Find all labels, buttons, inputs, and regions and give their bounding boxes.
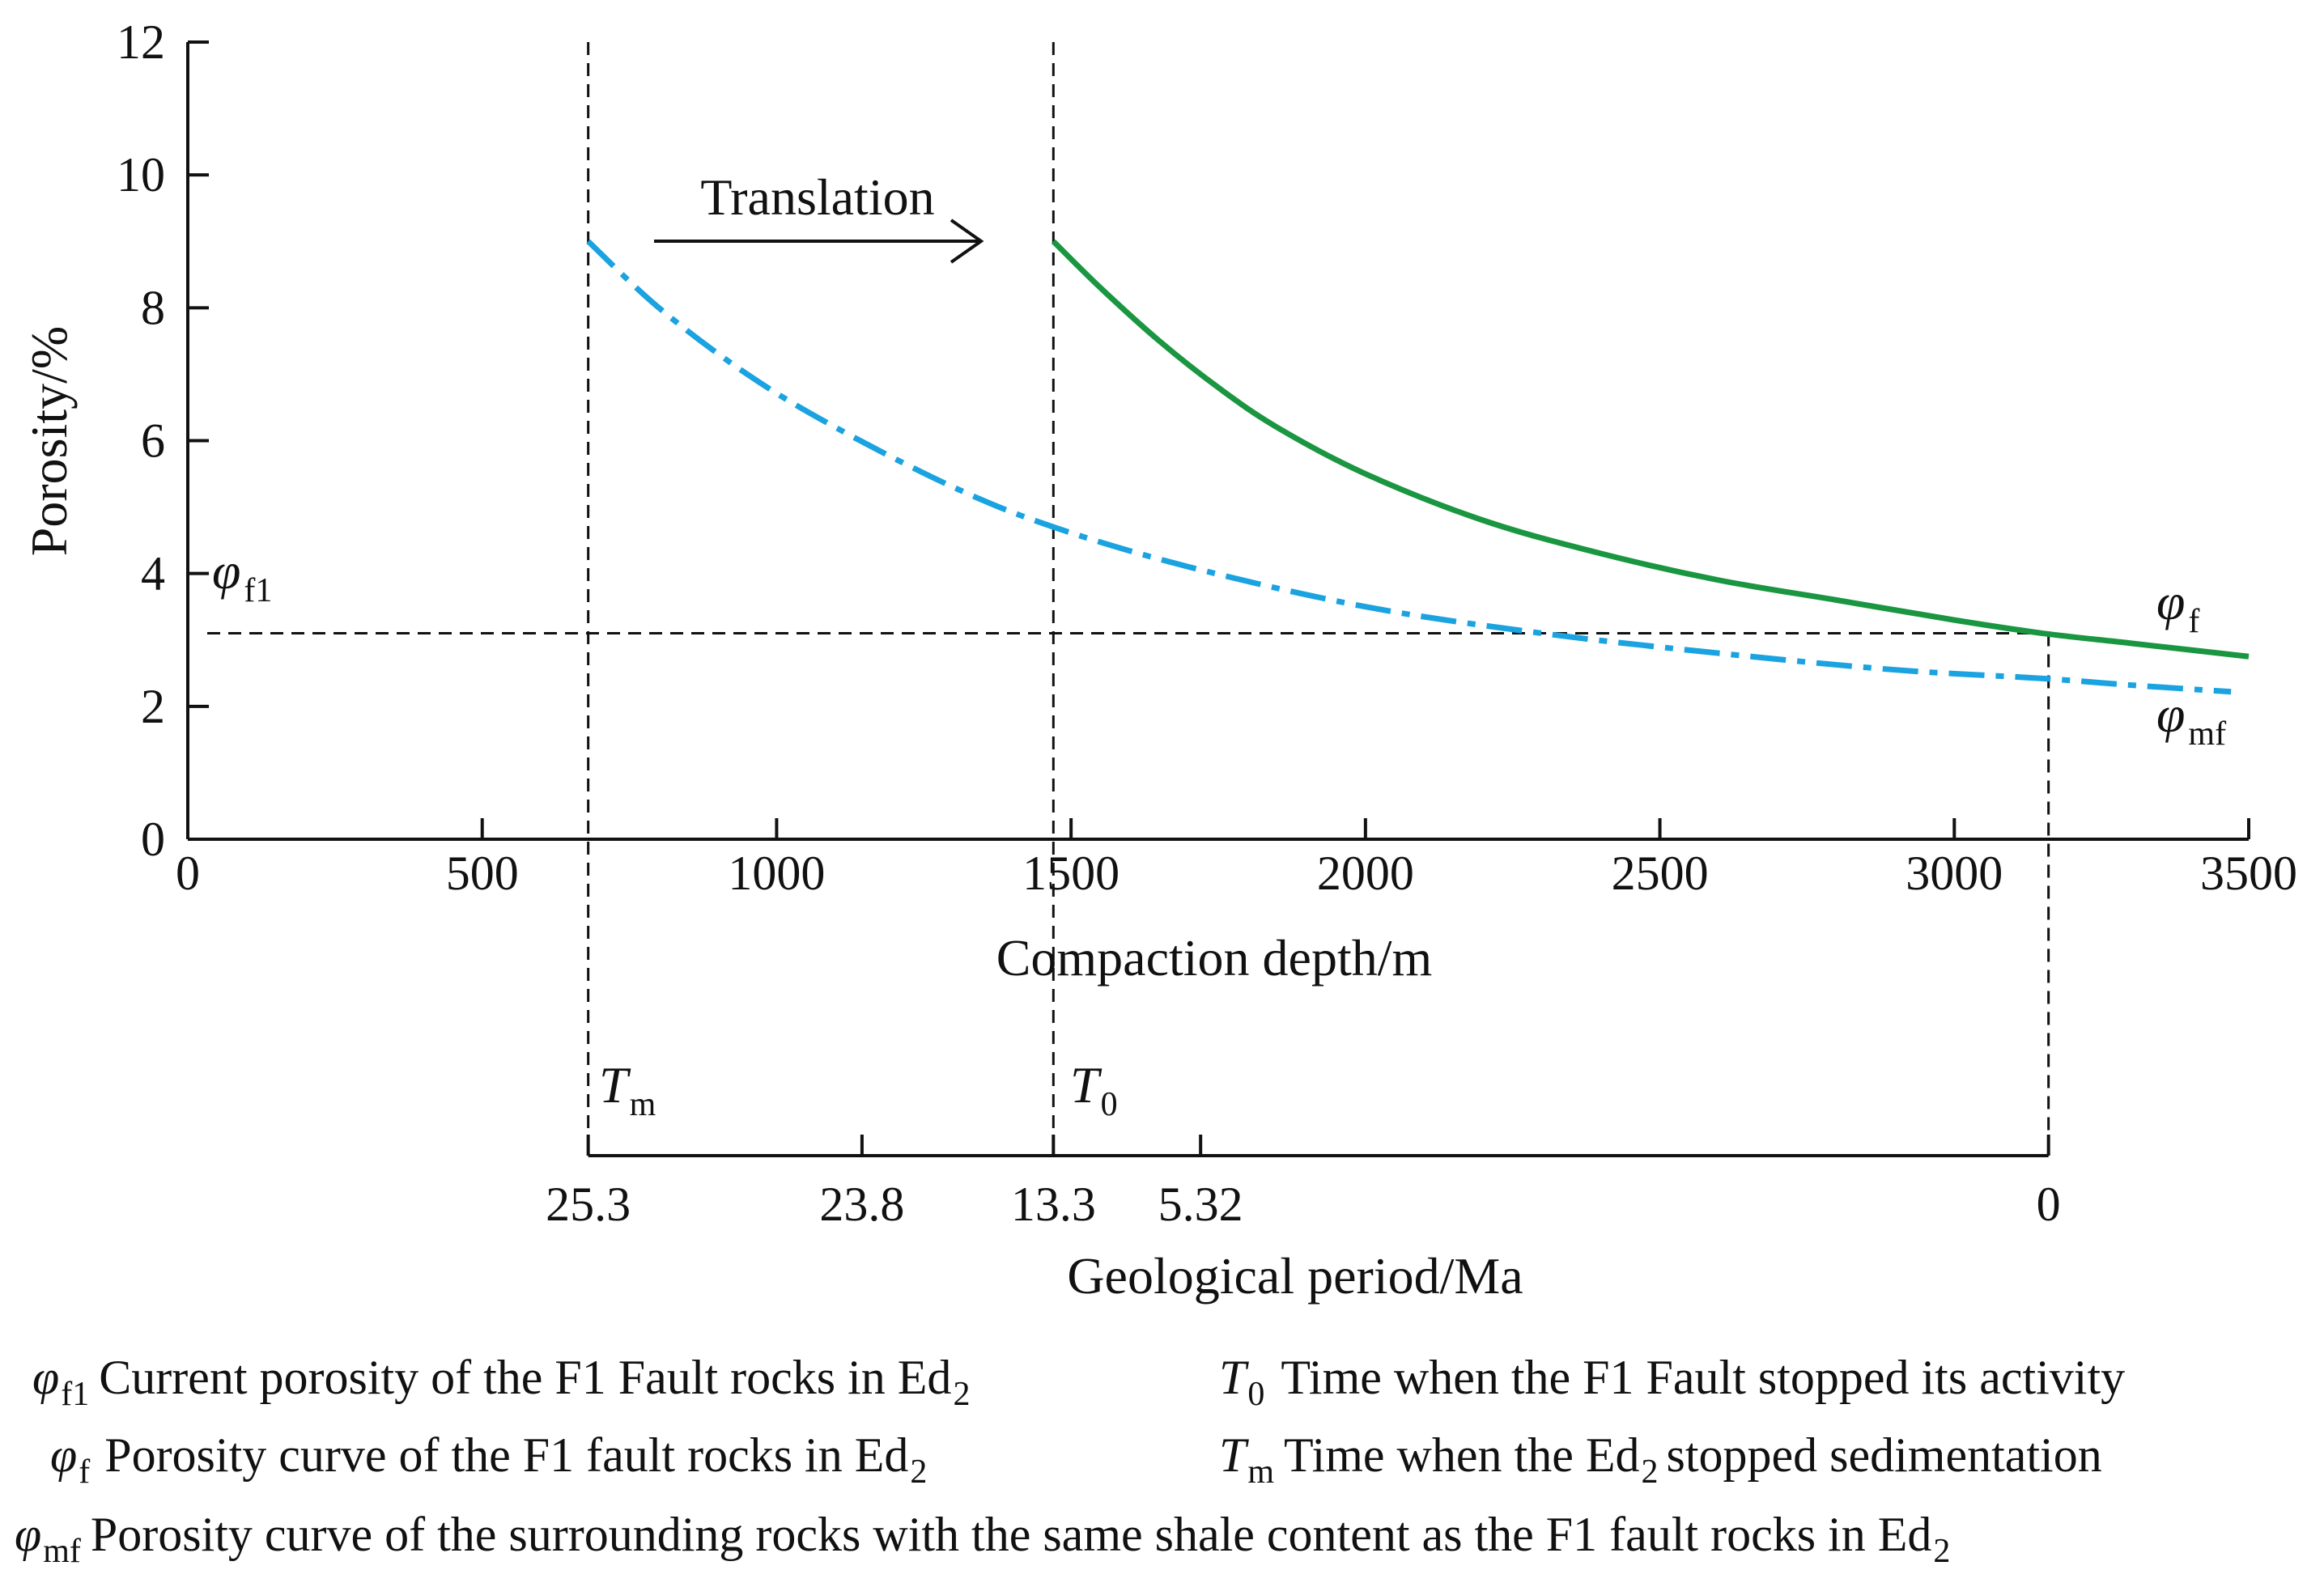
geo-tick-label: 25.3 [546, 1178, 631, 1231]
Tm-label: Tm [599, 1056, 656, 1123]
y-axis-title: Porosity/% [20, 326, 78, 556]
y-tick-label: 12 [117, 15, 165, 69]
y-ticks: 0 2 4 6 8 10 12 [117, 15, 209, 866]
geo-tick-label: 23.8 [819, 1178, 904, 1231]
reference-lines [207, 42, 2050, 1156]
phi-mf-curve [586, 239, 2232, 695]
legend-Tm: Tm Time when the Ed2 stopped sedimentation [1219, 1428, 2102, 1491]
y-tick-label: 8 [141, 281, 165, 334]
y-tick-label: 10 [117, 148, 165, 202]
x-tick-label: 500 [446, 847, 519, 900]
axes [186, 42, 2249, 841]
legend-phi-f: φf Porosity curve of the F1 fault rocks i… [50, 1428, 927, 1491]
legend-T0: T0 Time when the F1 Fault stopped its act… [1219, 1351, 2125, 1413]
x-axis-title: Compaction depth/m [996, 929, 1433, 987]
legend-phi-f1: φf1 Current porosity of the F1 Fault rock… [32, 1351, 970, 1413]
curves [586, 239, 2250, 695]
phi-f-label: φf [2156, 573, 2199, 640]
x-tick-label: 3500 [2200, 847, 2297, 900]
phi-f1-label: φf1 [212, 542, 272, 609]
translation-arrow [654, 219, 984, 264]
x-tick-label: 1000 [728, 847, 825, 900]
legend: φf1 Current porosity of the F1 Fault rock… [15, 1351, 2125, 1570]
y-tick-label: 0 [141, 813, 165, 866]
translation-arrow-head [950, 219, 984, 264]
x-tick-label: 2500 [1612, 847, 1709, 900]
y-tick-label: 4 [141, 547, 165, 600]
x-tick-label: 3000 [1906, 847, 2003, 900]
geological-axis: 25.3 23.8 13.3 5.32 0 [546, 1135, 2061, 1231]
x-ticks: 0 500 1000 1500 2000 2500 3000 3500 [176, 818, 2297, 900]
phi-mf-label: φmf [2156, 685, 2226, 753]
geo-tick-label: 13.3 [1011, 1178, 1096, 1231]
geological-axis-title: Geological period/Ma [1067, 1247, 1523, 1305]
legend-phi-mf: φmf Porosity curve of the surrounding roc… [15, 1508, 1950, 1570]
T0-label: T0 [1070, 1056, 1118, 1123]
y-tick-label: 6 [141, 414, 165, 468]
translation-label: Translation [700, 168, 934, 226]
geo-tick-label: 0 [2037, 1178, 2061, 1231]
y-tick-label: 2 [141, 680, 165, 733]
phi-f-curve [1051, 239, 2250, 660]
x-tick-label: 1500 [1022, 847, 1120, 900]
x-tick-label: 2000 [1317, 847, 1414, 900]
geo-tick-label: 5.32 [1158, 1178, 1243, 1231]
x-tick-label: 0 [176, 847, 200, 900]
